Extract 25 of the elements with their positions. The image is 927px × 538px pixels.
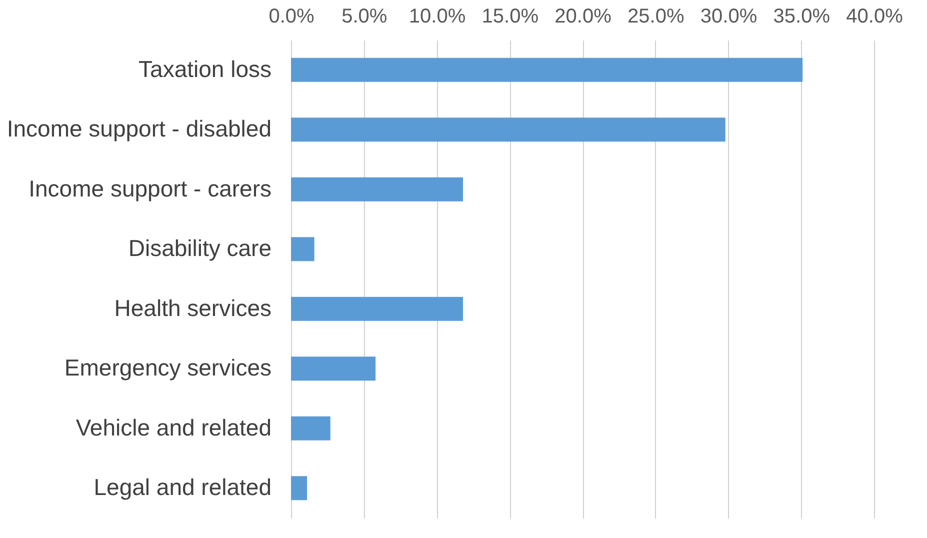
y-tick-label: Disability care (128, 235, 272, 262)
x-tick-label: 35.0% (773, 6, 830, 28)
y-tick-label: Income support - disabled (6, 116, 272, 142)
bar (291, 356, 376, 381)
bar (291, 476, 308, 500)
x-tick-label: 20.0% (554, 6, 612, 28)
bar (291, 237, 314, 262)
x-tick-label: 5.0% (342, 6, 388, 28)
y-tick-label: Income support - carers (28, 175, 272, 202)
x-tick-label: 25.0% (628, 6, 684, 28)
bar (291, 118, 726, 142)
bar (291, 416, 330, 440)
bar (291, 177, 463, 202)
y-tick-label: Taxation loss (138, 56, 272, 82)
y-tick-label: Vehicle and related (76, 414, 272, 440)
x-tick-label: 30.0% (700, 6, 758, 28)
x-tick-label: 10.0% (408, 6, 466, 28)
x-tick-label: 40.0% (846, 6, 904, 28)
bar (291, 58, 803, 82)
y-tick-label: Health services (114, 294, 272, 321)
x-tick-label: 0.0% (268, 6, 315, 28)
y-tick-label: Emergency services (64, 354, 272, 381)
bar (291, 296, 463, 321)
y-tick-label: Legal and related (94, 474, 272, 500)
x-tick-label: 15.0% (482, 6, 539, 28)
